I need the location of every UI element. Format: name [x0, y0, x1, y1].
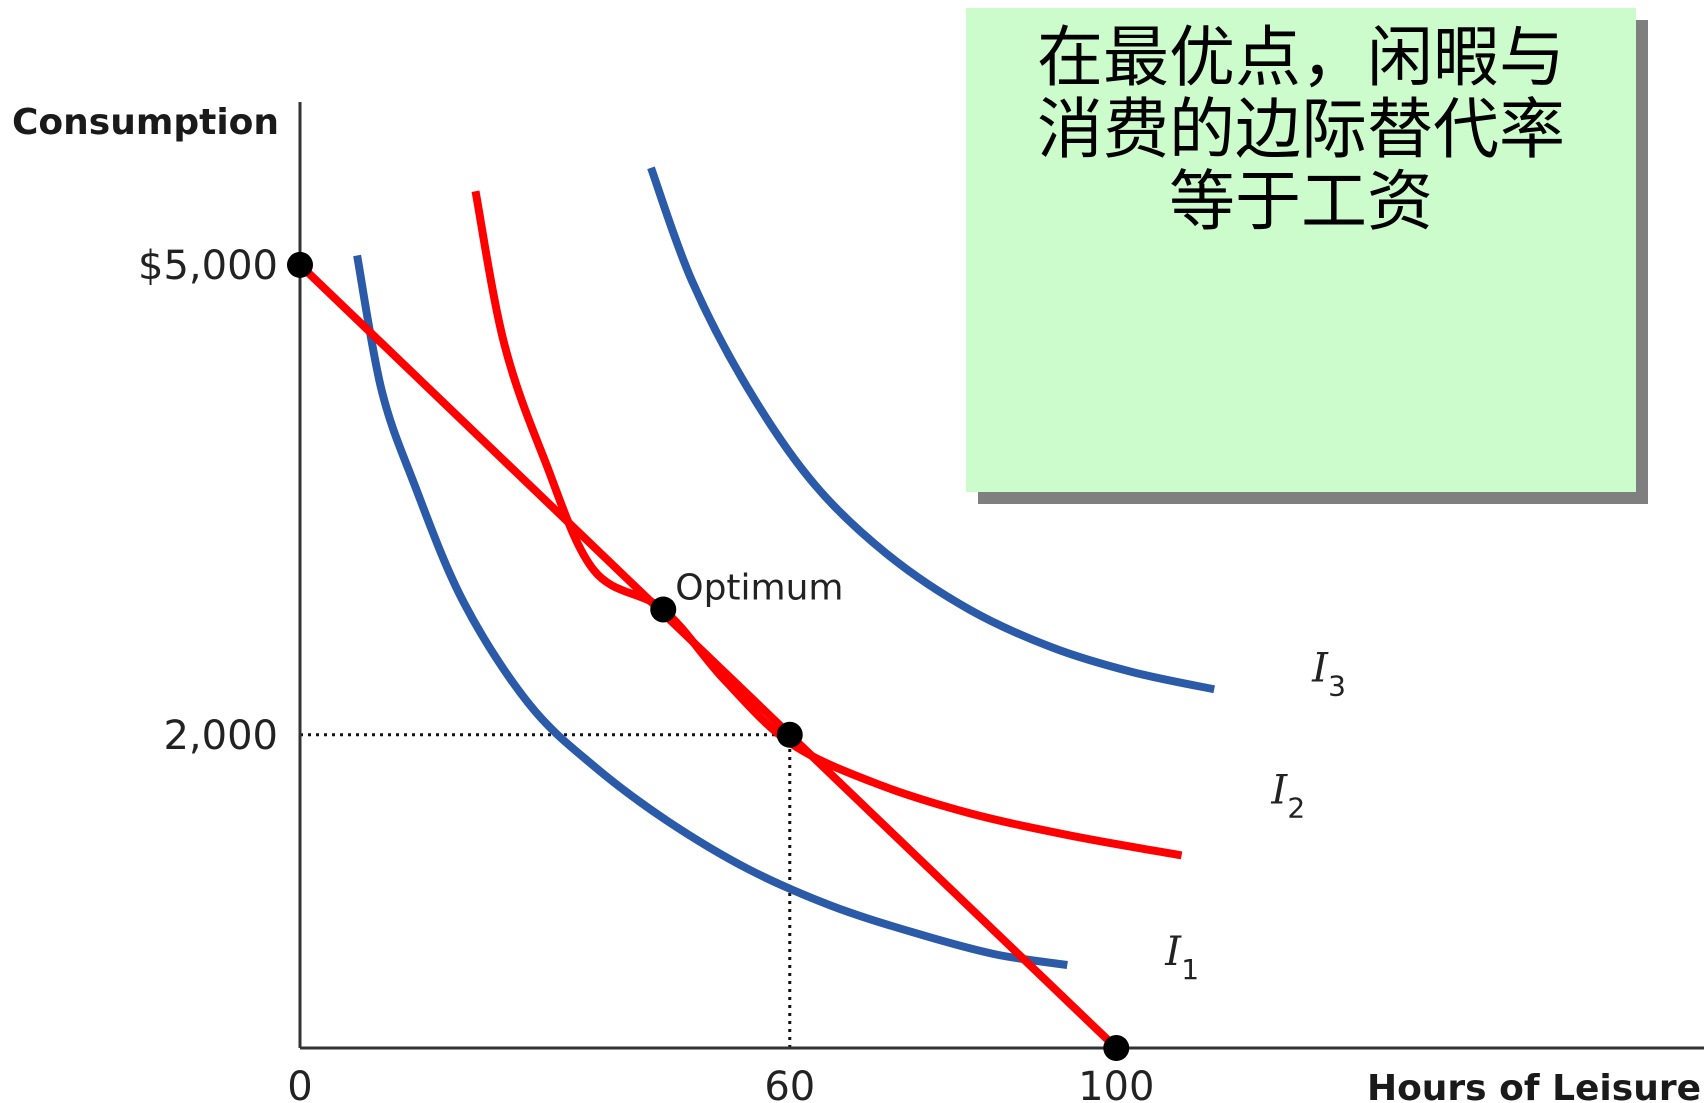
chart-labels: Consumption Hours of Leisure I 1I 2I 3Optim… [12, 102, 1701, 1103]
curve-label-i3: I [1311, 646, 1329, 692]
curve-label-i2: I [1270, 768, 1288, 814]
indifference-curves [353, 166, 1216, 969]
curve-i3 [647, 166, 1216, 694]
y-tick-label: 2,000 [163, 713, 278, 759]
curve-label-sub-i1: 1 [1181, 953, 1199, 986]
data-points [287, 251, 1130, 1061]
x-tick-label: 0 [287, 1064, 312, 1103]
curve-i1 [353, 254, 1068, 969]
note-text: 在最优点，闲暇与 消费的边际替代率 等于工资 [1037, 19, 1565, 240]
data-point [776, 721, 803, 748]
optimum-point [650, 596, 677, 623]
optimum-label: Optimum [675, 567, 843, 608]
curve-label-sub-i2: 2 [1287, 792, 1305, 825]
curve-i2 [471, 190, 1183, 860]
x-tick-label: 100 [1078, 1064, 1154, 1103]
x-axis-title: Hours of Leisure [1367, 1068, 1701, 1103]
y-axis-title: Consumption [12, 102, 279, 143]
annotation-note: 在最优点，闲暇与 消费的边际替代率 等于工资 [966, 8, 1636, 492]
y-tick-label: $5,000 [138, 243, 278, 289]
curve-label-i1: I [1164, 929, 1182, 975]
data-point [1103, 1035, 1130, 1061]
budget-line [297, 262, 1120, 1051]
data-point [287, 251, 313, 278]
budget-constraint [297, 262, 1120, 1051]
x-tick-label: 60 [764, 1064, 815, 1103]
curve-label-sub-i3: 3 [1328, 670, 1346, 703]
guide-lines [300, 733, 792, 1048]
